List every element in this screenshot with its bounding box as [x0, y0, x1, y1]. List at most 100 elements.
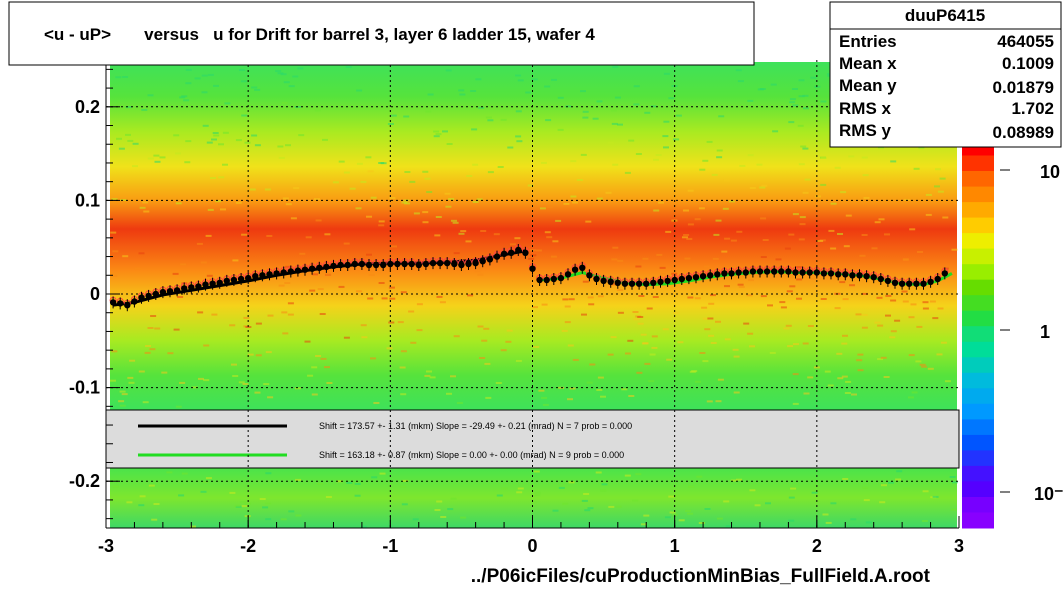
profile-point — [444, 259, 451, 267]
heatmap-speckle — [820, 298, 827, 300]
heatmap-speckle — [517, 79, 524, 82]
heatmap-speckle — [890, 160, 897, 163]
heatmap-speckle — [314, 198, 320, 201]
stats-val-meany: 0.01879 — [993, 78, 1054, 97]
heatmap-speckle — [544, 231, 551, 234]
heatmap-speckle — [664, 516, 671, 519]
heatmap-speckle — [458, 89, 465, 92]
heatmap-speckle — [813, 366, 820, 369]
heatmap-speckle — [110, 379, 116, 382]
heatmap-speckle — [324, 233, 331, 236]
heatmap-speckle — [597, 295, 604, 298]
profile-point — [508, 249, 515, 256]
heatmap-speckle — [675, 114, 682, 117]
heatmap-speckle — [857, 369, 864, 372]
heatmap-speckle — [265, 518, 272, 521]
heatmap-speckle — [635, 473, 642, 476]
profile-point — [728, 270, 735, 277]
heatmap-speckle — [565, 105, 572, 108]
heatmap-speckle — [206, 141, 213, 144]
heatmap-speckle — [447, 508, 454, 511]
heatmap-speckle — [265, 502, 272, 505]
heatmap-speckle — [408, 310, 415, 313]
heatmap-speckle — [600, 489, 607, 492]
profile-point — [529, 265, 536, 272]
heatmap-speckle — [683, 234, 690, 236]
heatmap-speckle — [702, 317, 709, 320]
heatmap-speckle — [896, 470, 903, 473]
heatmap-speckle — [148, 484, 155, 487]
heatmap-speckle — [259, 498, 266, 500]
chart-title: <u - uP> versus u for Drift for barrel 3… — [44, 25, 595, 44]
heatmap-speckle — [211, 138, 217, 141]
heatmap-speckle — [915, 360, 922, 363]
heatmap-speckle — [426, 191, 433, 193]
heatmap-speckle — [311, 393, 318, 396]
heatmap-speckle — [232, 375, 239, 377]
heatmap-speckle — [762, 239, 769, 241]
heatmap-speckle — [220, 208, 226, 211]
heatmap-speckle — [416, 329, 423, 332]
heatmap-speckle — [922, 307, 929, 310]
heatmap-speckle — [687, 512, 694, 515]
x-tick-label: -2 — [240, 536, 256, 556]
heatmap-speckle — [459, 93, 466, 96]
heatmap-speckle — [757, 88, 764, 91]
heatmap-speckle — [500, 349, 507, 352]
heatmap-speckle — [788, 496, 795, 499]
heatmap-speckle — [876, 296, 883, 299]
heatmap-speckle — [211, 313, 218, 316]
heatmap-speckle — [231, 363, 237, 366]
profile-point — [870, 274, 877, 281]
heatmap-speckle — [356, 162, 363, 165]
stats-key-meanx: Mean x — [839, 54, 897, 73]
heatmap-speckle — [917, 251, 923, 253]
heatmap-speckle — [315, 219, 322, 222]
heatmap-speckle — [173, 328, 180, 331]
heatmap-speckle — [213, 84, 219, 87]
profile-point — [145, 292, 152, 300]
heatmap-speckle — [505, 340, 512, 343]
heatmap-speckle — [295, 514, 302, 517]
profile-point — [678, 275, 685, 283]
heatmap-speckle — [588, 303, 595, 306]
heatmap-speckle — [371, 476, 378, 479]
heatmap-speckle — [861, 313, 868, 316]
heatmap-speckle — [803, 392, 810, 395]
heatmap-speckle — [605, 191, 612, 194]
heatmap-speckle — [542, 403, 549, 406]
heatmap-speckle — [802, 191, 809, 194]
heatmap-speckle — [336, 480, 343, 483]
profile-point — [593, 275, 600, 283]
heatmap-speckle — [660, 273, 666, 276]
heatmap-speckle — [624, 474, 631, 477]
heatmap-speckle — [856, 359, 863, 362]
heatmap-speckle — [841, 375, 848, 378]
heatmap-speckle — [343, 242, 350, 245]
heatmap-speckle — [239, 69, 245, 71]
heatmap-speckle — [877, 358, 884, 361]
palette-label-10: 10 — [1040, 162, 1060, 182]
heatmap-speckle — [264, 188, 271, 191]
heatmap-speckle — [401, 503, 408, 506]
heatmap-speckle — [951, 248, 958, 251]
heatmap-speckle — [150, 315, 157, 317]
heatmap-speckle — [378, 282, 385, 284]
heatmap-speckle — [544, 85, 551, 88]
palette-cell — [962, 202, 994, 219]
heatmap-speckle — [389, 297, 396, 300]
heatmap-speckle — [232, 259, 239, 262]
heatmap-speckle — [284, 282, 291, 284]
heatmap-speckle — [895, 478, 902, 481]
heatmap-speckle — [824, 370, 831, 373]
heatmap-speckle — [552, 509, 559, 512]
heatmap-speckle — [759, 186, 766, 189]
palette-cell — [962, 217, 994, 234]
heatmap-speckle — [614, 96, 621, 99]
heatmap-speckle — [240, 80, 247, 83]
heatmap-speckle — [475, 78, 482, 81]
palette-cell — [962, 233, 994, 250]
profile-point — [835, 271, 842, 278]
heatmap-speckle — [784, 247, 791, 250]
y-tick-label: -0.1 — [69, 378, 100, 398]
